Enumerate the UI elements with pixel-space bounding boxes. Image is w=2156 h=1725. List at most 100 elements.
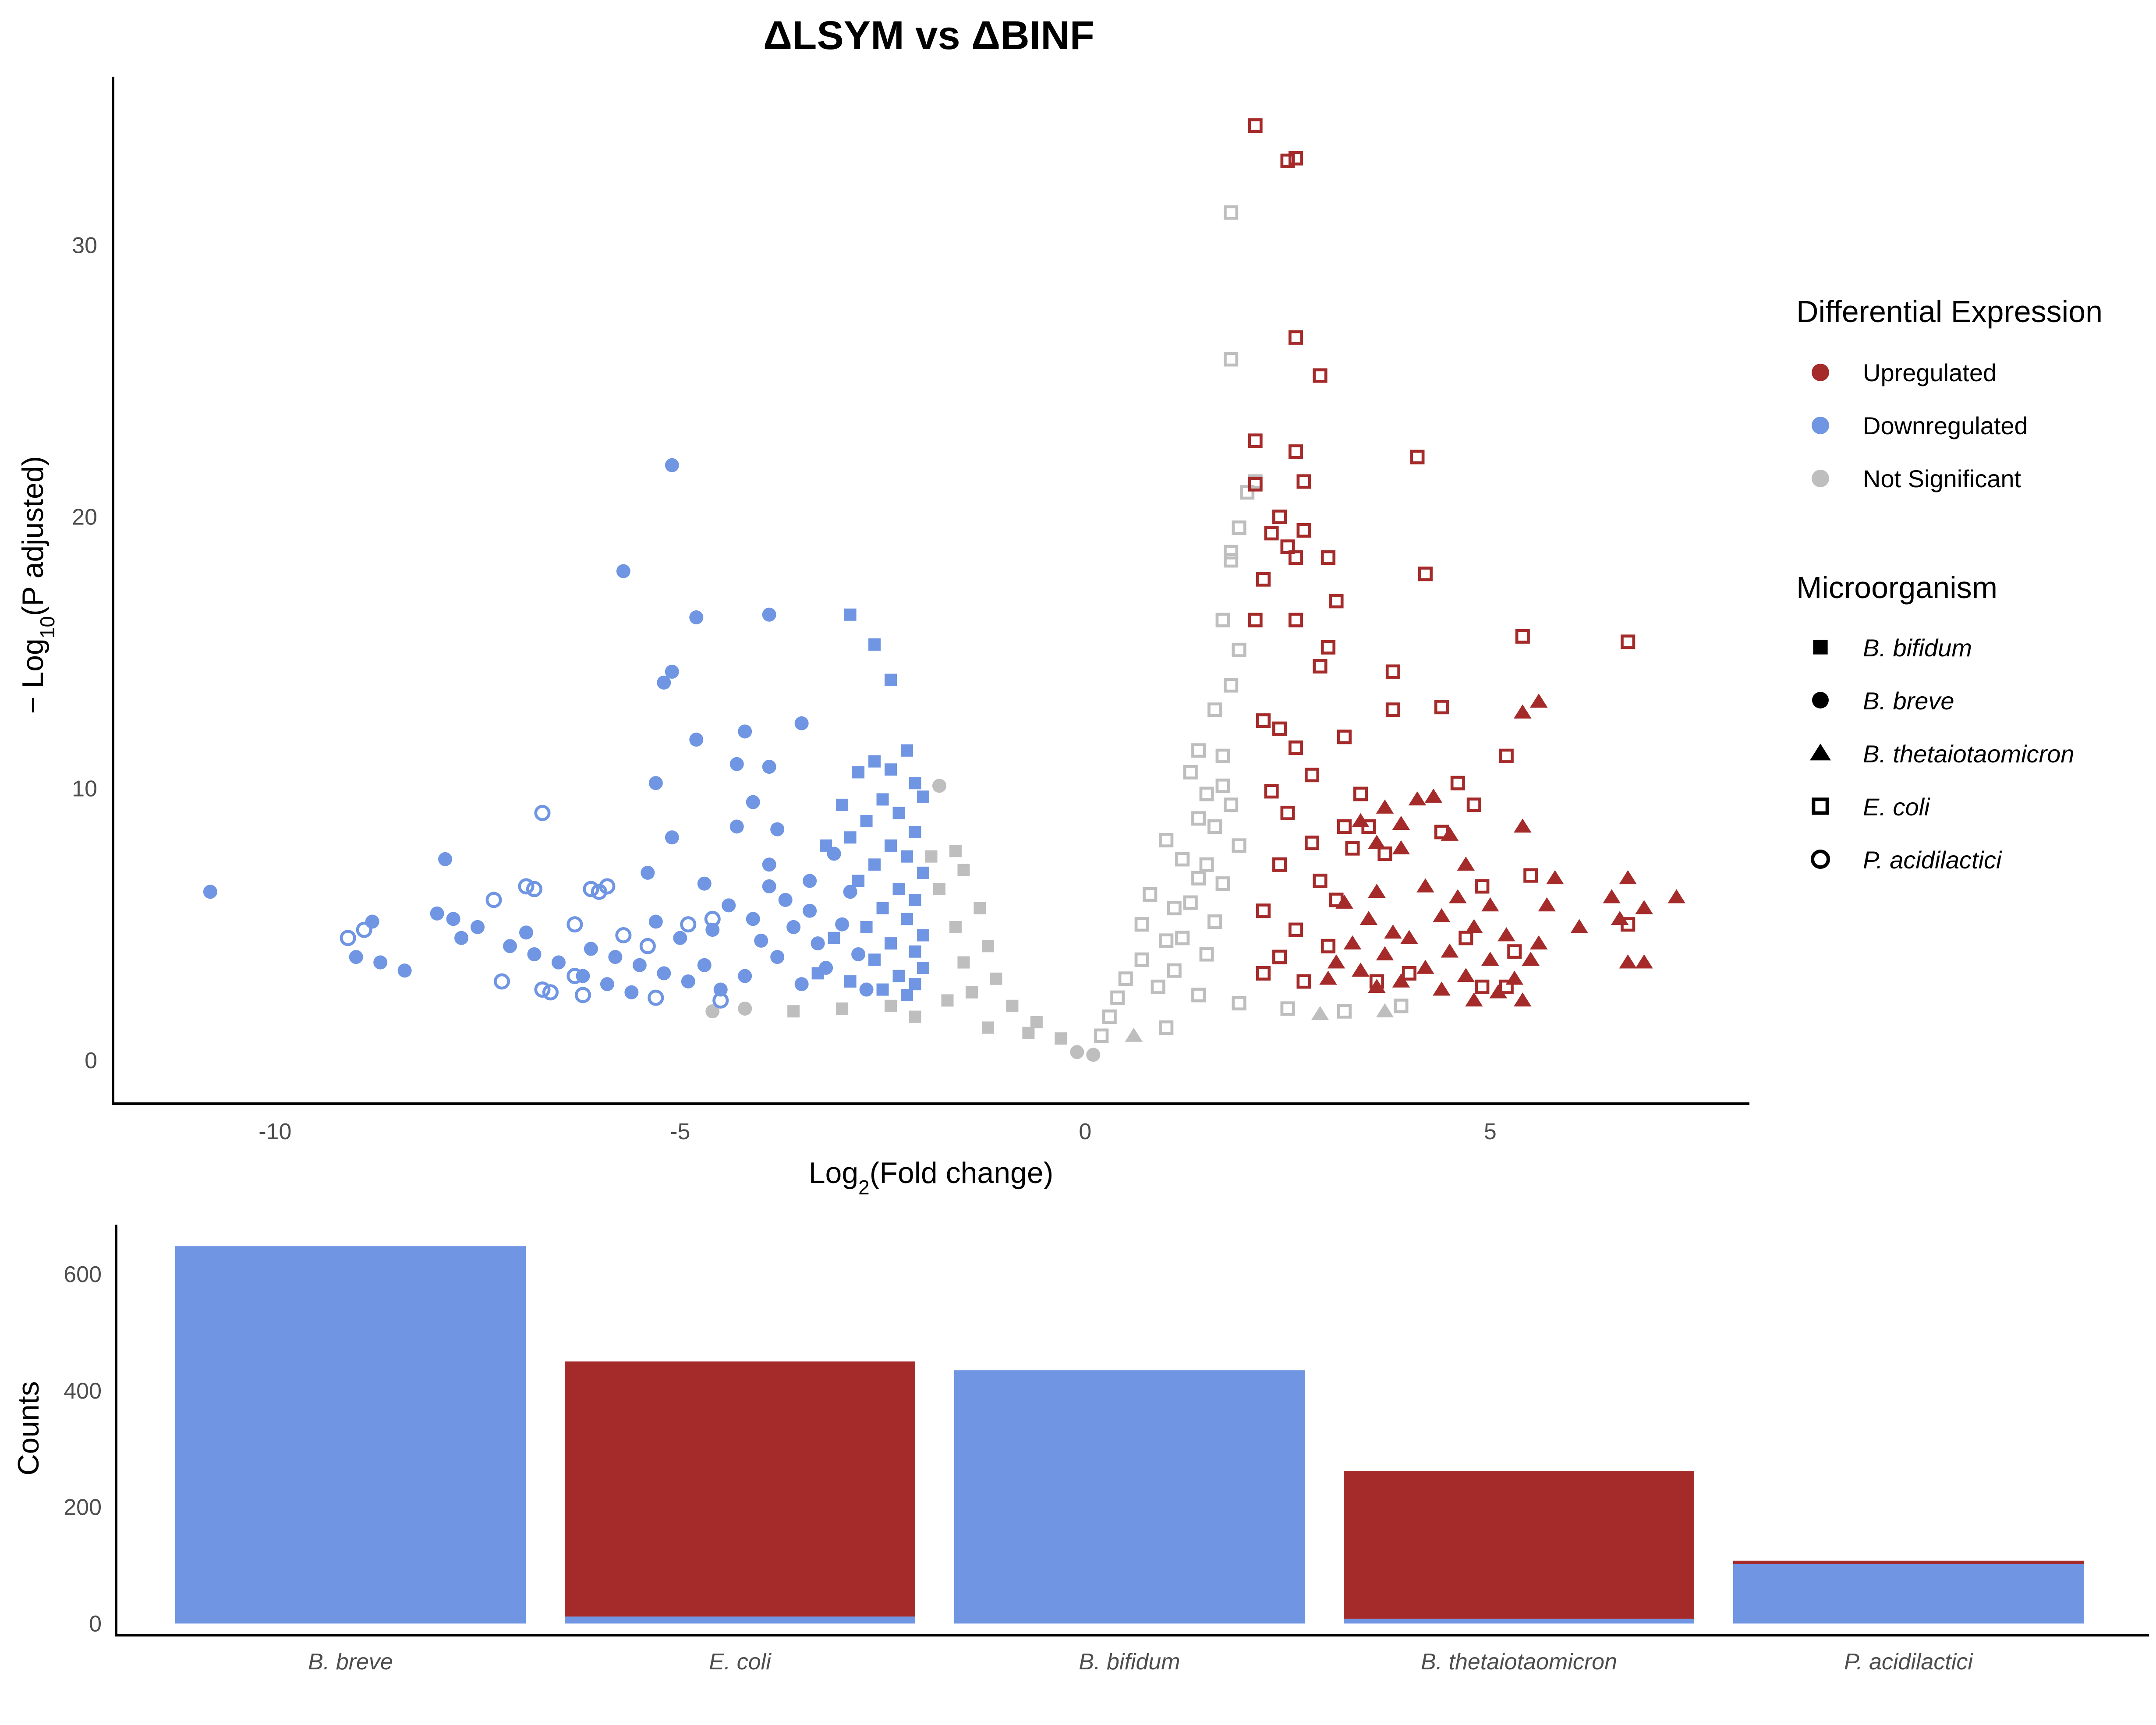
volcano-point-down — [485, 892, 502, 908]
volcano-point-down — [632, 958, 647, 972]
volcano-point-down — [746, 912, 760, 926]
volcano-point-up — [1465, 919, 1483, 933]
volcano-y-tick-label: 30 — [72, 233, 97, 258]
volcano-point-ns — [909, 1010, 921, 1023]
volcano-point-up — [1256, 572, 1271, 587]
volcano-point-down — [917, 866, 930, 879]
volcano-point-down — [892, 970, 905, 982]
volcano-point-up — [1264, 526, 1279, 541]
volcano-point-ns — [1183, 765, 1198, 780]
legend-organism-key — [1812, 692, 1829, 708]
volcano-point-ns — [738, 1001, 752, 1016]
volcano-point-up — [1337, 819, 1352, 834]
volcano-point-up — [1514, 704, 1532, 719]
volcano-point-ns — [1224, 678, 1239, 693]
volcano-point-up — [1280, 153, 1295, 168]
volcano-point-ns — [1118, 971, 1133, 986]
volcano-point-ns — [1159, 832, 1174, 848]
volcano-point-ns — [1159, 933, 1174, 948]
volcano-point-down — [648, 989, 664, 1006]
volcano-point-down — [534, 804, 551, 822]
volcano-point-ns — [1191, 811, 1206, 826]
volcano-point-up — [1499, 979, 1514, 994]
bar-up — [1733, 1560, 2084, 1564]
volcano-point-up — [1288, 550, 1303, 565]
volcano-point-up — [1256, 966, 1271, 981]
bar-x-tick-label: B. bifidum — [1079, 1649, 1180, 1675]
volcano-points — [203, 118, 1685, 1062]
volcano-point-down — [657, 966, 671, 981]
volcano-point-up — [1248, 613, 1263, 627]
volcano-point-down — [340, 930, 356, 946]
volcano-point-up — [1288, 151, 1303, 166]
volcano-point-ns — [1215, 613, 1230, 627]
volcano-point-down — [868, 858, 881, 871]
volcano-point-down — [493, 973, 510, 990]
volcano-point-down — [689, 733, 704, 747]
volcano-point-down — [697, 958, 712, 972]
volcano-point-down — [892, 807, 905, 819]
volcano-point-ns — [1134, 917, 1149, 932]
volcano-point-up — [1385, 702, 1400, 717]
volcano-point-down — [600, 977, 614, 992]
volcano-point-down — [648, 776, 663, 790]
volcano-point-ns — [1224, 545, 1239, 560]
volcano-point-ns — [1215, 748, 1230, 763]
legend-expression-label: Downregulated — [1863, 412, 2028, 439]
volcano-point-ns — [1125, 1027, 1143, 1042]
volcano-point-down — [356, 921, 372, 938]
bar-y-axis-title: Counts — [12, 1381, 45, 1475]
volcano-point-ns — [1224, 352, 1239, 367]
volcano-point-ns — [949, 845, 962, 857]
volcano-point-up — [1410, 450, 1425, 464]
volcano-point-ns — [1199, 786, 1214, 801]
legend-organism-key — [1809, 744, 1831, 761]
volcano-point-up — [1475, 879, 1490, 894]
volcano-point-ns — [1215, 876, 1230, 891]
volcano-point-up — [1424, 788, 1443, 803]
volcano-point-down — [844, 831, 857, 844]
volcano-point-down — [665, 458, 679, 472]
volcano-point-ns — [1191, 743, 1206, 758]
volcano-point-down — [542, 984, 559, 1001]
volcano-point-down — [729, 819, 744, 834]
volcano-point-ns — [949, 921, 962, 933]
volcano-point-down — [835, 917, 850, 932]
chart-title: ΔLSYM vs ΔBINF — [763, 13, 1094, 58]
volcano-point-down — [574, 987, 591, 1003]
legend-expression-key — [1812, 364, 1829, 381]
volcano-point-up — [1313, 659, 1328, 674]
bar-y-ticks: 0 200 400 600 — [64, 1262, 102, 1636]
bar-y-tick-label: 200 — [64, 1495, 102, 1520]
volcano-point-up — [1466, 797, 1481, 812]
legend-organism-key — [1810, 849, 1830, 869]
volcano-point-down — [203, 885, 217, 899]
volcano-point-down — [430, 906, 444, 921]
volcano-point-ns — [1143, 887, 1158, 902]
volcano-point-up — [1570, 919, 1588, 933]
volcano-point-down — [397, 963, 412, 978]
volcano-point-ns — [957, 956, 970, 969]
volcano-point-down — [868, 755, 881, 768]
volcano-point-up — [1433, 908, 1451, 922]
volcano-point-up — [1667, 889, 1685, 903]
volcano-point-down — [551, 955, 566, 970]
volcano-point-up — [1368, 883, 1386, 898]
volcano-y-tick-label: 0 — [85, 1048, 97, 1073]
volcano-point-down — [909, 945, 921, 958]
volcano-point-down — [503, 939, 517, 953]
volcano-point-down — [762, 607, 776, 622]
volcano-point-ns — [974, 902, 986, 914]
volcano-point-up — [1498, 927, 1515, 942]
volcano-point-ns — [836, 1002, 849, 1015]
volcano-x-tick-label: 0 — [1079, 1119, 1091, 1144]
volcano-point-up — [1475, 979, 1490, 994]
volcano-point-down — [591, 883, 607, 900]
volcano-point-down — [852, 766, 865, 779]
volcano-point-down — [657, 675, 671, 690]
bar-x-ticks: B. breve E. coli B. bifidum B. thetaiotaomi… — [308, 1649, 1973, 1675]
volcano-y-tick-label: 20 — [72, 505, 97, 530]
volcano-point-up — [1514, 818, 1532, 833]
volcano-point-down — [917, 961, 930, 974]
volcano-point-ns — [1337, 1004, 1352, 1019]
